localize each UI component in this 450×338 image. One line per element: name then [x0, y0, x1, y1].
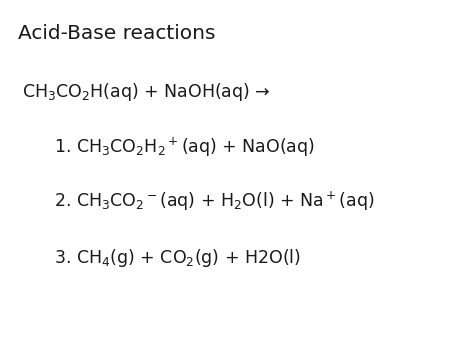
Text: 1. CH$_3$CO$_2$H$_2$$^+$(aq) + NaO(aq): 1. CH$_3$CO$_2$H$_2$$^+$(aq) + NaO(aq) [54, 135, 315, 159]
Text: 3. CH$_4$(g) + CO$_2$(g) + H2O(l): 3. CH$_4$(g) + CO$_2$(g) + H2O(l) [54, 247, 301, 269]
Text: 2. CH$_3$CO$_2$$^-$(aq) + H$_2$O(l) + Na$^+$(aq): 2. CH$_3$CO$_2$$^-$(aq) + H$_2$O(l) + Na… [54, 189, 374, 213]
Text: CH$_3$CO$_2$H(aq) + NaOH(aq) →: CH$_3$CO$_2$H(aq) + NaOH(aq) → [22, 81, 271, 103]
Text: Acid-Base reactions: Acid-Base reactions [18, 24, 216, 43]
